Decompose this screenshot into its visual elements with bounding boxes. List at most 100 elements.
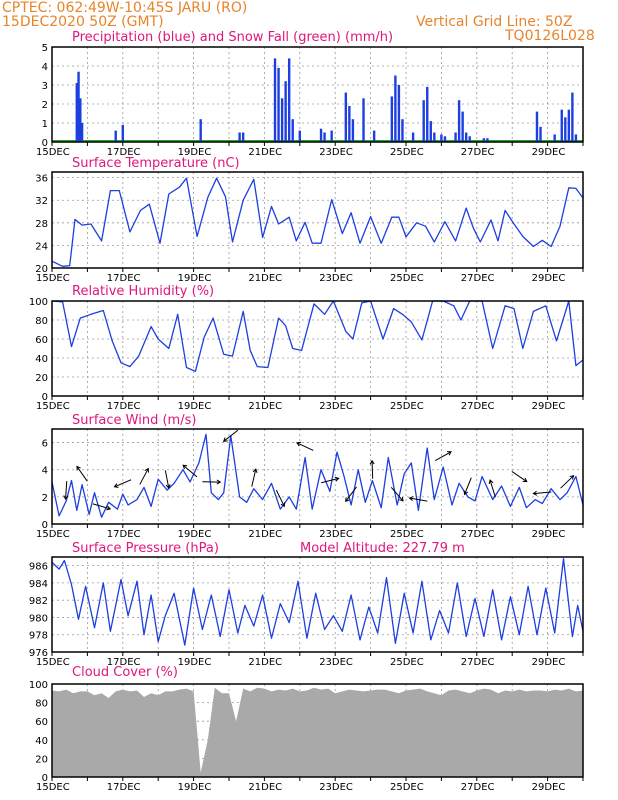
wind-vector-arrow: [139, 468, 149, 485]
temp-ytick-label: 28: [35, 219, 48, 230]
wind-vector-arrow: [223, 429, 239, 442]
temp-ytick-label: 24: [35, 241, 48, 252]
rh-xtick-label: 29DEC: [532, 401, 566, 412]
precip-bar: [273, 58, 277, 142]
rh-series-line: [51, 300, 584, 372]
precip-bar: [330, 130, 333, 142]
precip-xtick-label: 19DEC: [178, 147, 212, 158]
pressure-ytick-label: 976: [29, 648, 48, 659]
pressure-ytick-label: 978: [29, 631, 48, 642]
date-header: 15DEC2020 50Z (GMT): [2, 14, 164, 30]
wind-xtick-label: 17DEC: [107, 529, 141, 540]
precip-xtick-label: 29DEC: [532, 147, 566, 158]
wind-vector-arrow: [345, 486, 357, 502]
wind-vector-arrowhead: [399, 496, 404, 502]
wind-vector-arrowhead: [76, 465, 81, 471]
wind-vector-arrow: [164, 470, 170, 489]
precip-bar: [241, 132, 245, 142]
precip-bar: [390, 96, 394, 142]
precip-frame: [51, 46, 584, 143]
wind-vector-arrowhead: [106, 505, 112, 511]
precip-bar: [433, 132, 436, 142]
wind-ytick-label: 0: [42, 520, 48, 531]
cloud-xtick-label: 27DEC: [461, 782, 495, 793]
precip-bar: [362, 98, 365, 142]
precip-bar: [121, 124, 124, 142]
wind-vector-arrowhead: [165, 484, 171, 490]
chart-layer: 0 1 2 3 4 5 15DEC 17DEC 19DEC 21DEC 23DEC 25DEC 27DE…: [29, 43, 584, 793]
wind-series-line: [51, 433, 584, 518]
wind-vector-arrow: [275, 489, 285, 507]
precip-bar: [564, 117, 567, 142]
precip-bar: [351, 119, 355, 142]
wind-vector-arrow: [489, 479, 496, 498]
precip-bar: [464, 132, 468, 142]
precip-bar: [348, 105, 351, 142]
precip-bar: [482, 138, 486, 142]
precip-bar: [77, 71, 80, 142]
wind-vector-arrowhead: [334, 476, 340, 482]
wind-xtick-label: 19DEC: [178, 529, 212, 540]
precip-xtick-label: 23DEC: [319, 147, 353, 158]
precip-ytick-label: 3: [42, 81, 48, 92]
wind-vector-arrowhead: [252, 468, 258, 474]
wind-vector-arrow: [65, 481, 68, 500]
precip-bar: [571, 92, 574, 142]
temp-xtick-label: 15DEC: [36, 273, 70, 284]
rh-xtick-label: 19DEC: [178, 401, 212, 412]
cloud-ytick-label: 40: [35, 736, 48, 747]
wind-vector-arrow: [464, 477, 472, 495]
wind-vector-arrowhead: [280, 502, 286, 508]
precip-bar: [457, 100, 461, 142]
cloud-title: Cloud Cover (%): [72, 665, 178, 680]
temp-xtick-label: 21DEC: [248, 273, 282, 284]
wind-frame: [51, 428, 584, 525]
temp-xtick-label: 17DEC: [107, 273, 141, 284]
precip-bar: [411, 132, 415, 142]
precip-bar: [560, 109, 563, 142]
precip-bar: [238, 132, 241, 142]
wind-vector-arrowhead: [522, 477, 528, 483]
pressure-xtick-label: 29DEC: [532, 657, 566, 668]
precip-ytick-label: 5: [42, 43, 48, 54]
rh-xtick-label: 15DEC: [36, 401, 70, 412]
pressure-ytick-label: 982: [29, 596, 48, 607]
temp-xtick-label: 19DEC: [178, 273, 212, 284]
precip-bar: [287, 58, 291, 142]
precip-xtick-label: 17DEC: [107, 147, 141, 158]
precip-bar: [539, 126, 542, 142]
wind-vector-arrowhead: [408, 496, 414, 502]
cloud-ytick-label: 20: [35, 754, 48, 765]
grid-note: Vertical Grid Line: 50Z: [416, 14, 572, 30]
precip-bar: [429, 121, 432, 142]
precip-bar: [567, 109, 571, 142]
wind-vector-arrowhead: [488, 479, 494, 485]
wind-vector-arrow: [371, 460, 374, 479]
wind-vector-arrowhead: [63, 495, 69, 501]
model-altitude: Model Altitude: 227.79 m: [300, 541, 465, 556]
precip-bar: [461, 111, 464, 142]
precip-ytick-label: 2: [42, 100, 48, 111]
wind-vector-arrow: [114, 479, 132, 488]
precip-title: Precipitation (blue) and Snow Fall (gree…: [72, 30, 393, 45]
precip-bar: [291, 119, 294, 142]
precip-bar: [344, 92, 348, 142]
pressure-xtick-label: 27DEC: [461, 657, 495, 668]
temp-xtick-label: 27DEC: [461, 273, 495, 284]
rh-xtick-label: 21DEC: [248, 401, 282, 412]
temp-xtick-label: 25DEC: [390, 273, 424, 284]
wind-vector-arrowhead: [463, 490, 469, 496]
temp-ytick-label: 20: [35, 264, 48, 275]
rh-xtick-label: 25DEC: [390, 401, 424, 412]
rh-ytick-label: 40: [35, 354, 48, 365]
wind-vector-arrowhead: [345, 497, 350, 503]
temp-ytick-label: 36: [35, 174, 48, 185]
cloud-xtick-label: 15DEC: [36, 782, 70, 793]
precip-bar: [486, 138, 489, 142]
precip-bar: [199, 119, 202, 142]
rh-ytick-label: 80: [35, 316, 48, 327]
rh-xtick-label: 27DEC: [461, 401, 495, 412]
wind-vector-arrowhead: [447, 451, 452, 456]
precip-bar: [79, 98, 82, 142]
pressure-series-line: [51, 558, 584, 646]
